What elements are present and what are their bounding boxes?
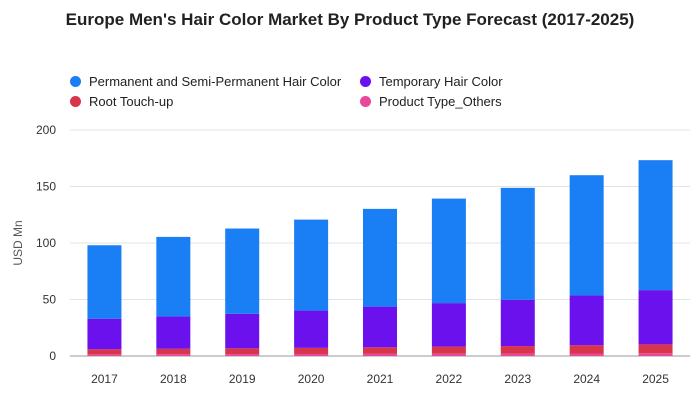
bar-segment[interactable] [500,346,535,354]
bar-segment[interactable] [294,219,329,311]
legend-swatch-temporary [360,76,371,87]
x-tick-label: 2025 [642,372,669,386]
bar-segment[interactable] [87,245,122,319]
y-axis-label: USD Mn [11,220,25,265]
legend-swatch-root-touch-up [70,96,81,107]
y-tick-label: 50 [43,293,57,307]
bar-segment[interactable] [363,353,397,356]
x-axis-ticks: 2017 2018 2019 2020 2021 2022 2023 2024 2025 [91,372,669,386]
x-tick-label: 2020 [298,372,325,386]
bar-segment[interactable] [431,346,466,354]
bar-segment[interactable] [431,353,466,356]
bar-segment[interactable] [87,318,122,350]
bar-segment[interactable] [225,348,260,355]
bar-segment[interactable] [87,349,122,355]
bar-segment[interactable] [431,303,466,347]
bar-segment[interactable] [294,347,329,354]
legend-item-root-touch-up[interactable]: Root Touch-up [70,94,173,109]
y-axis-ticks: 0 50 100 150 200 [36,123,56,363]
legend-swatch-others [360,96,371,107]
bar-segment[interactable] [638,353,673,356]
x-tick-label: 2022 [436,372,463,386]
bar-segment[interactable] [569,353,604,356]
bar-segment[interactable] [500,187,535,300]
bar-segment[interactable] [87,354,122,356]
bars [87,160,673,356]
bar-segment[interactable] [569,175,604,296]
bar-segment[interactable] [294,310,329,348]
bar-segment[interactable] [225,354,260,356]
bar-segment[interactable] [156,316,191,349]
y-tick-label: 100 [36,236,56,250]
bar-segment[interactable] [156,348,191,355]
legend-swatch-permanent [70,76,81,87]
bar-segment[interactable] [500,299,535,347]
y-tick-label: 200 [36,123,56,137]
bar-segment[interactable] [431,198,466,304]
legend-item-others[interactable]: Product Type_Others [360,94,502,109]
bar-segment[interactable] [363,347,397,354]
x-tick-label: 2021 [367,372,394,386]
x-tick-label: 2019 [229,372,256,386]
bar-segment[interactable] [363,306,397,348]
legend-label-root-touch-up: Root Touch-up [89,94,174,109]
bar-segment[interactable] [569,295,604,346]
y-tick-label: 0 [49,349,56,363]
bar-segment[interactable] [156,236,191,317]
legend-label-others: Product Type_Others [379,94,502,109]
legend-item-temporary[interactable]: Temporary Hair Color [360,74,503,89]
bar-segment[interactable] [638,290,673,345]
bar-segment[interactable] [156,354,191,356]
x-tick-label: 2017 [91,372,118,386]
bar-segment[interactable] [500,353,535,356]
legend-label-permanent: Permanent and Semi-Permanent Hair Color [89,74,342,89]
chart-title: Europe Men's Hair Color Market By Produc… [65,10,635,29]
x-tick-label: 2023 [504,372,531,386]
bar-segment[interactable] [638,160,673,291]
bar-segment[interactable] [638,344,673,354]
bar-segment[interactable] [225,228,260,314]
bar-segment[interactable] [363,208,397,307]
x-tick-label: 2018 [160,372,187,386]
bar-segment[interactable] [225,313,260,349]
legend-label-temporary: Temporary Hair Color [379,74,503,89]
y-tick-label: 150 [36,180,56,194]
bar-segment[interactable] [569,345,604,354]
x-tick-label: 2024 [573,372,600,386]
legend-item-permanent[interactable]: Permanent and Semi-Permanent Hair Color [70,74,341,89]
bar-segment[interactable] [294,353,329,356]
